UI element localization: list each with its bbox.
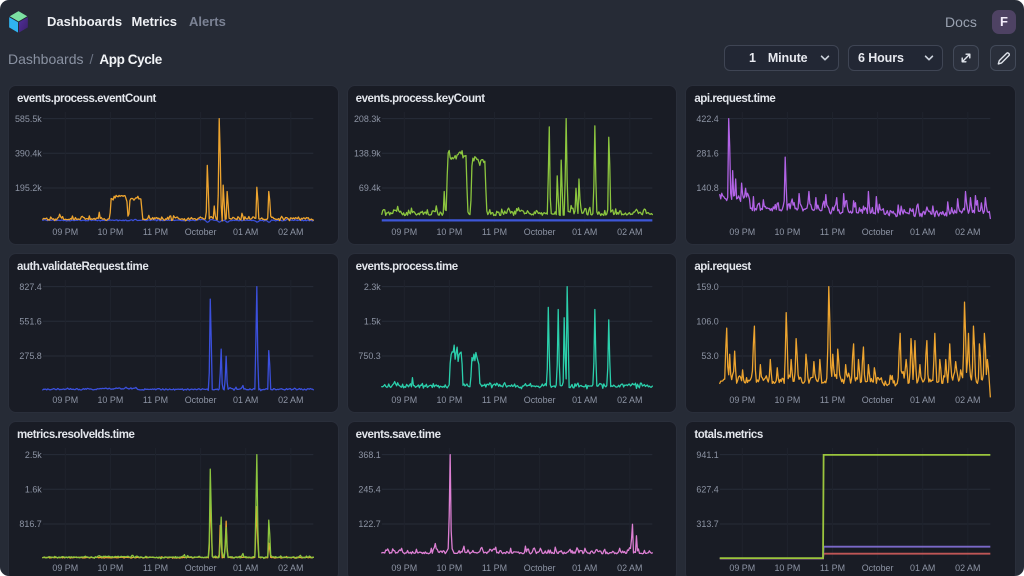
svg-text:October: October [523,395,555,405]
svg-text:October: October [523,563,555,573]
svg-text:01 AM: 01 AM [233,395,258,405]
svg-text:01 AM: 01 AM [572,395,597,405]
svg-text:53.0: 53.0 [702,351,719,361]
svg-text:138.9k: 138.9k [354,148,381,158]
svg-text:11 PM: 11 PM [820,227,845,237]
svg-text:01 AM: 01 AM [910,227,935,237]
svg-text:10 PM: 10 PM [97,395,123,405]
svg-text:01 AM: 01 AM [233,227,258,237]
svg-text:10 PM: 10 PM [436,395,462,405]
svg-text:140.8: 140.8 [697,183,719,193]
svg-text:11 PM: 11 PM [143,563,168,573]
svg-text:October: October [185,563,217,573]
svg-text:October: October [862,395,894,405]
svg-text:422.4: 422.4 [697,114,719,124]
svg-text:01 AM: 01 AM [910,563,935,573]
svg-text:09 PM: 09 PM [730,395,756,405]
svg-text:09 PM: 09 PM [730,563,756,573]
svg-text:09 PM: 09 PM [391,563,417,573]
svg-text:02 AM: 02 AM [617,563,642,573]
svg-text:11 PM: 11 PM [482,563,507,573]
svg-text:368.1: 368.1 [358,450,380,460]
svg-text:2.3k: 2.3k [364,282,381,292]
svg-text:01 AM: 01 AM [572,227,597,237]
svg-text:159.0: 159.0 [697,282,719,292]
svg-text:01 AM: 01 AM [910,395,935,405]
svg-text:09 PM: 09 PM [730,227,756,237]
svg-text:816.7: 816.7 [19,519,41,529]
svg-text:585.5k: 585.5k [15,114,42,124]
svg-text:09 PM: 09 PM [391,395,417,405]
svg-text:October: October [523,227,555,237]
svg-text:827.4: 827.4 [19,282,41,292]
svg-text:195.2k: 195.2k [15,183,42,193]
svg-text:11 PM: 11 PM [820,563,845,573]
svg-text:October: October [185,227,217,237]
svg-text:11 PM: 11 PM [143,227,168,237]
svg-text:1.5k: 1.5k [364,316,381,326]
svg-text:11 PM: 11 PM [482,227,507,237]
svg-text:10 PM: 10 PM [775,563,801,573]
svg-text:275.8: 275.8 [19,351,41,361]
svg-text:October: October [862,563,894,573]
svg-text:09 PM: 09 PM [52,563,78,573]
svg-text:11 PM: 11 PM [482,395,507,405]
svg-text:02 AM: 02 AM [617,395,642,405]
svg-text:October: October [862,227,894,237]
svg-text:750.3: 750.3 [358,351,380,361]
svg-text:02 AM: 02 AM [955,563,980,573]
svg-text:627.4: 627.4 [697,484,719,494]
svg-text:02 AM: 02 AM [278,227,303,237]
svg-text:09 PM: 09 PM [391,227,417,237]
svg-text:02 AM: 02 AM [955,395,980,405]
svg-text:281.6: 281.6 [697,148,719,158]
svg-text:2.5k: 2.5k [25,450,42,460]
svg-text:10 PM: 10 PM [775,227,801,237]
svg-text:09 PM: 09 PM [52,227,78,237]
svg-text:69.4k: 69.4k [359,183,381,193]
svg-text:122.7: 122.7 [358,519,380,529]
svg-text:551.6: 551.6 [19,316,41,326]
svg-text:10 PM: 10 PM [97,563,123,573]
svg-text:390.4k: 390.4k [15,148,42,158]
svg-text:02 AM: 02 AM [955,227,980,237]
svg-text:106.0: 106.0 [697,316,719,326]
svg-text:09 PM: 09 PM [52,395,78,405]
svg-text:02 AM: 02 AM [617,227,642,237]
svg-text:02 AM: 02 AM [278,395,303,405]
svg-text:11 PM: 11 PM [820,395,845,405]
svg-text:313.7: 313.7 [697,519,719,529]
svg-text:10 PM: 10 PM [436,227,462,237]
svg-text:245.4: 245.4 [358,484,380,494]
svg-text:941.1: 941.1 [697,450,719,460]
svg-text:10 PM: 10 PM [775,395,801,405]
svg-text:1.6k: 1.6k [25,484,42,494]
svg-text:October: October [185,395,217,405]
svg-text:10 PM: 10 PM [436,563,462,573]
svg-text:10 PM: 10 PM [97,227,123,237]
svg-text:02 AM: 02 AM [278,563,303,573]
svg-text:01 AM: 01 AM [572,563,597,573]
svg-text:11 PM: 11 PM [143,395,168,405]
svg-text:01 AM: 01 AM [233,563,258,573]
svg-text:208.3k: 208.3k [354,114,381,124]
